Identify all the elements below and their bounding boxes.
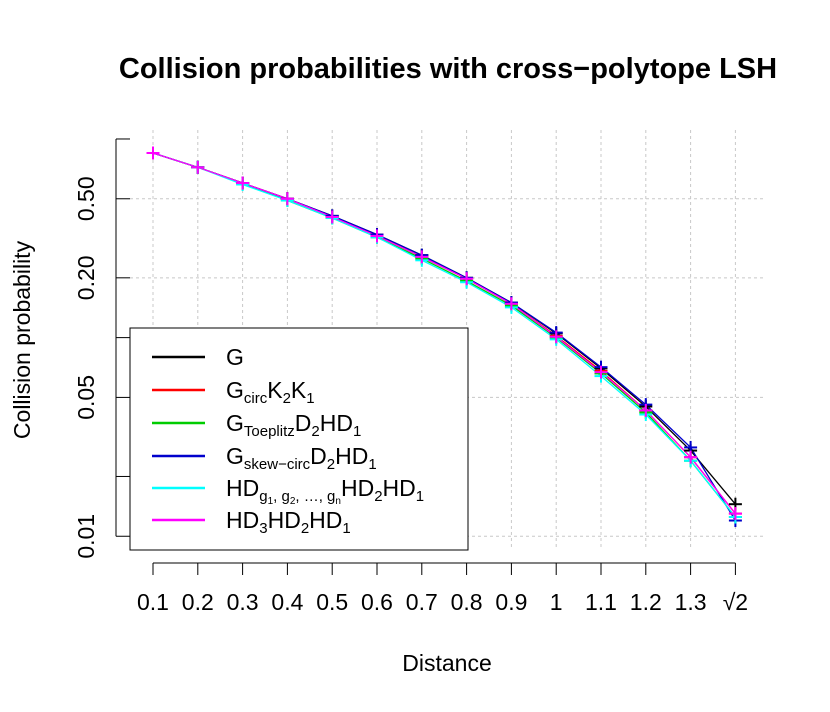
data-point <box>236 176 250 190</box>
data-point <box>639 403 653 417</box>
x-tick-label: 0.3 <box>227 589 259 615</box>
x-tick-label: 0.9 <box>495 589 527 615</box>
data-point <box>191 160 205 174</box>
axes: 0.01 0.05 0.20 0.50 0.1 0.2 0.3 0.4 0.5 0.6 0.7 0.8… <box>73 138 748 615</box>
data-point <box>415 250 429 264</box>
series-line <box>152 152 736 515</box>
legend-label-g: G <box>226 344 244 370</box>
data-point <box>504 297 518 311</box>
x-tick-label: 1.1 <box>585 589 617 615</box>
x-tick-label: 0.4 <box>271 589 303 615</box>
data-point <box>325 210 339 224</box>
x-tick-label: 0.5 <box>316 589 348 615</box>
data-point <box>594 365 608 379</box>
x-tick-label: √2 <box>723 589 748 615</box>
series-lines <box>146 146 742 528</box>
y-tick-label: 0.05 <box>73 375 99 420</box>
x-tick-label: 0.1 <box>137 589 169 615</box>
x-tick-label: 0.2 <box>182 589 214 615</box>
legend-box <box>129 327 469 551</box>
legend-label-g-circ: GcircK2K1 <box>226 377 315 407</box>
x-tick-label: 0.8 <box>451 589 483 615</box>
y-tick-label: 0.50 <box>73 176 99 221</box>
x-tick-label: 0.7 <box>406 589 438 615</box>
y-axis-label: Collision probability <box>9 240 35 439</box>
data-point <box>370 229 384 243</box>
x-tick-label: 1.2 <box>630 589 662 615</box>
legend: G GcircK2K1 GToeplitzD2HD1 Gskew−circD2H… <box>129 327 469 551</box>
x-tick-label: 1 <box>550 589 563 615</box>
data-point <box>549 330 563 344</box>
x-tick-label: 0.6 <box>361 589 393 615</box>
data-point <box>728 507 742 521</box>
x-axis-label: Distance <box>402 650 491 676</box>
data-point <box>460 272 474 286</box>
data-point <box>684 450 698 464</box>
y-tick-label: 0.01 <box>73 514 99 559</box>
data-point <box>280 192 294 206</box>
y-tick-label: 0.20 <box>73 255 99 300</box>
x-tick-label: 1.3 <box>675 589 707 615</box>
series-line <box>152 152 736 518</box>
chart-title: Collision probabilities with cross−polyt… <box>119 53 777 85</box>
legend-label-g-toeplitz: GToeplitzD2HD1 <box>226 410 361 440</box>
legend-label-hd3: HD3HD2HD1 <box>226 507 351 537</box>
data-point <box>146 146 160 160</box>
